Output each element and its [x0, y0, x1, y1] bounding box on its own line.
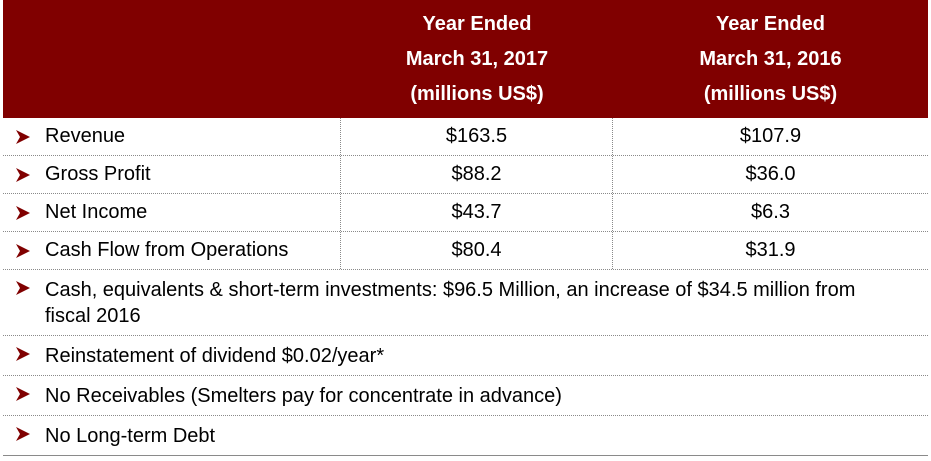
note-text: No Receivables (Smelters pay for concent… — [45, 385, 562, 407]
header-fy2017: Year Ended March 31, 2017 (millions US$) — [341, 0, 613, 118]
row-label-cell: Gross Profit — [3, 156, 341, 193]
header-blank-cell — [3, 0, 341, 118]
header-fy2016-line3: (millions US$) — [703, 82, 838, 105]
arrowhead-bullet-icon — [16, 281, 30, 295]
value-2016: $31.9 — [745, 239, 796, 261]
arrowhead-bullet-icon — [16, 427, 30, 441]
header-fy2016-line2: March 31, 2016 — [699, 47, 842, 70]
row-label: Net Income — [45, 201, 148, 223]
note-row-dividend: Reinstatement of dividend $0.02/year* — [3, 336, 928, 376]
note-row-debt: No Long-term Debt — [3, 416, 928, 456]
table-header: Year Ended March 31, 2017 (millions US$)… — [3, 0, 928, 118]
header-fy2017-line2: March 31, 2017 — [405, 47, 549, 70]
header-fy2016: Year Ended March 31, 2016 (millions US$) — [613, 0, 928, 118]
arrowhead-bullet-icon — [16, 387, 30, 401]
row-label-cell: Revenue — [3, 118, 341, 155]
row-label: Gross Profit — [45, 163, 151, 185]
note-row-receivables: No Receivables (Smelters pay for concent… — [3, 376, 928, 416]
value-2017: $43.7 — [341, 194, 613, 231]
value-2016: $6.3 — [751, 201, 790, 223]
header-fy2017-line1: Year Ended — [422, 12, 532, 35]
note-text: Reinstatement of dividend $0.02/year* — [45, 345, 385, 367]
header-fy2016-line1: Year Ended — [716, 12, 825, 35]
arrowhead-bullet-icon — [16, 167, 30, 182]
row-label-cell: Net Income — [3, 194, 341, 231]
table-row-revenue: Revenue $163.5 $107.9 — [3, 118, 928, 156]
value-2016: $36.0 — [745, 163, 796, 185]
table-row-gross-profit: Gross Profit $88.2 $36.0 — [3, 156, 928, 194]
note-text: No Long-term Debt — [45, 425, 216, 447]
row-label-cell: Cash Flow from Operations — [3, 232, 341, 269]
value-2017: $88.2 — [341, 156, 613, 193]
arrowhead-bullet-icon — [16, 129, 30, 144]
value-2017: $80.4 — [341, 232, 613, 269]
table-row-cash-flow: Cash Flow from Operations $80.4 $31.9 — [3, 232, 928, 270]
row-label: Cash Flow from Operations — [45, 239, 289, 261]
arrowhead-bullet-icon — [16, 205, 30, 220]
header-fy2017-line3: (millions US$) — [410, 82, 544, 105]
value-2016: $107.9 — [739, 125, 802, 147]
note-row-cash: Cash, equivalents & short-term investmen… — [3, 270, 928, 336]
arrowhead-bullet-icon — [16, 347, 30, 361]
financial-summary-table: Year Ended March 31, 2017 (millions US$)… — [3, 0, 928, 456]
table-row-net-income: Net Income $43.7 $6.3 — [3, 194, 928, 232]
arrowhead-bullet-icon — [16, 243, 30, 258]
value-2017: $163.5 — [341, 118, 613, 155]
note-text: Cash, equivalents & short-term investmen… — [45, 279, 856, 327]
row-label: Revenue — [45, 125, 126, 147]
